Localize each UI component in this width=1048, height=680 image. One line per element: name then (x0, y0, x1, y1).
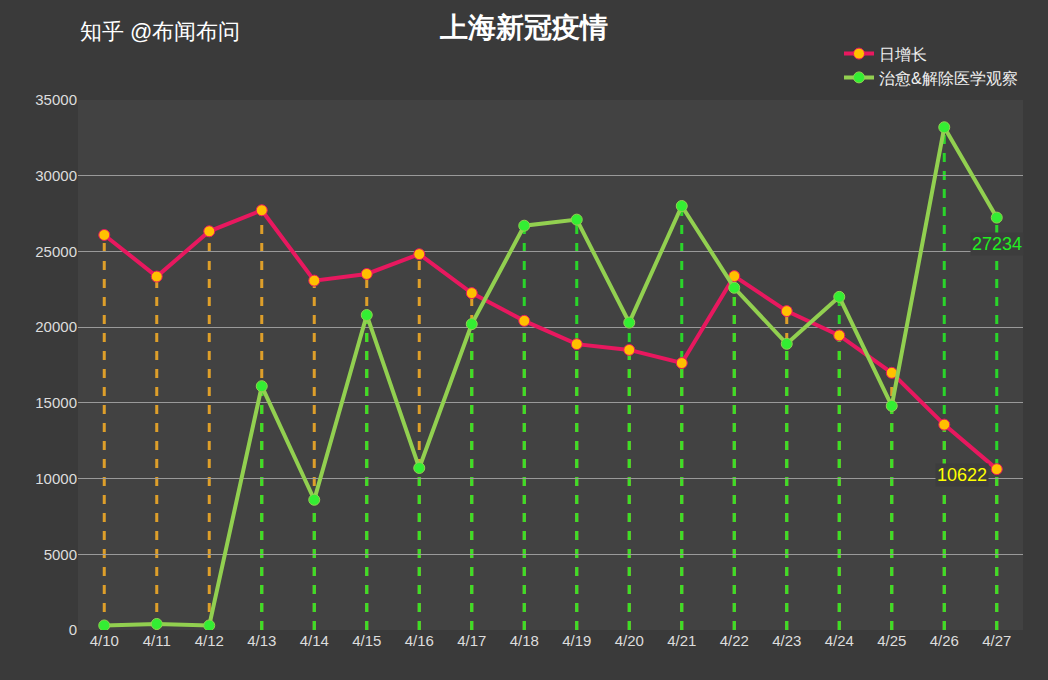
svg-text:4/24: 4/24 (825, 632, 854, 649)
svg-text:4/13: 4/13 (247, 632, 276, 649)
svg-text:5000: 5000 (44, 546, 77, 563)
svg-text:4/15: 4/15 (352, 632, 381, 649)
svg-text:4/19: 4/19 (562, 632, 591, 649)
svg-text:上海新冠疫情: 上海新冠疫情 (439, 12, 608, 43)
svg-text:15000: 15000 (35, 394, 77, 411)
svg-text:日增长: 日增长 (879, 46, 927, 63)
svg-text:治愈&解除医学观察: 治愈&解除医学观察 (879, 70, 1018, 87)
svg-text:4/18: 4/18 (510, 632, 539, 649)
svg-text:27234: 27234 (972, 234, 1022, 254)
svg-text:10000: 10000 (35, 470, 77, 487)
svg-text:4/16: 4/16 (405, 632, 434, 649)
svg-text:0: 0 (69, 621, 77, 638)
svg-text:4/17: 4/17 (457, 632, 486, 649)
svg-text:35000: 35000 (35, 91, 77, 108)
svg-text:4/22: 4/22 (720, 632, 749, 649)
svg-text:10622: 10622 (937, 465, 987, 485)
svg-text:4/26: 4/26 (930, 632, 959, 649)
svg-text:4/27: 4/27 (982, 632, 1011, 649)
svg-text:25000: 25000 (35, 243, 77, 260)
svg-text:30000: 30000 (35, 167, 77, 184)
svg-text:4/11: 4/11 (143, 632, 171, 649)
svg-text:4/21: 4/21 (667, 632, 696, 649)
svg-text:4/20: 4/20 (615, 632, 644, 649)
svg-text:4/10: 4/10 (90, 632, 119, 649)
svg-text:4/23: 4/23 (772, 632, 801, 649)
svg-text:20000: 20000 (35, 318, 77, 335)
svg-text:4/14: 4/14 (300, 632, 329, 649)
svg-text:4/25: 4/25 (877, 632, 906, 649)
svg-text:知乎 @布闻布问: 知乎 @布闻布问 (80, 19, 240, 44)
svg-text:4/12: 4/12 (195, 632, 224, 649)
